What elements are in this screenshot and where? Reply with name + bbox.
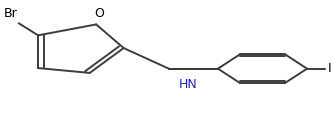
Text: HN: HN [179, 78, 198, 91]
Text: Br: Br [3, 7, 17, 20]
Text: O: O [95, 7, 104, 20]
Text: I: I [327, 62, 331, 75]
